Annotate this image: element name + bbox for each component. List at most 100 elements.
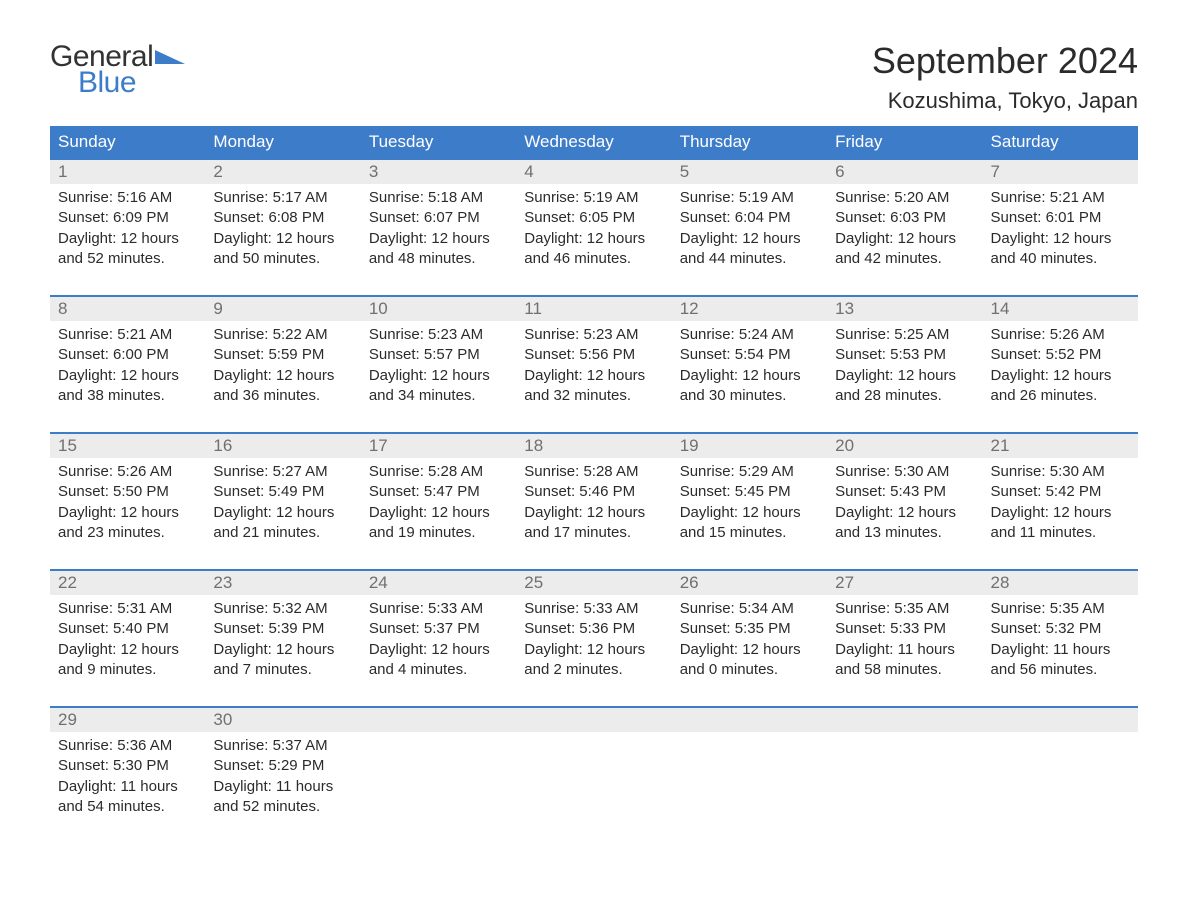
sunrise-text: Sunrise: 5:26 AM: [58, 462, 197, 482]
sunset-text: Sunset: 5:46 PM: [524, 482, 663, 502]
day-number: 15: [50, 434, 205, 458]
data-row: Sunrise: 5:21 AMSunset: 6:00 PMDaylight:…: [50, 321, 1138, 410]
day-number: 1: [50, 160, 205, 184]
sunrise-text: Sunrise: 5:31 AM: [58, 599, 197, 619]
sunrise-text: Sunrise: 5:16 AM: [58, 188, 197, 208]
dl1-text: Daylight: 12 hours: [680, 366, 819, 386]
dl2-text: and 30 minutes.: [680, 386, 819, 406]
daynum-row: 891011121314: [50, 295, 1138, 321]
dl1-text: Daylight: 12 hours: [213, 640, 352, 660]
day-cell: Sunrise: 5:19 AMSunset: 6:04 PMDaylight:…: [672, 184, 827, 273]
day-number: 21: [983, 434, 1138, 458]
day-number: 16: [205, 434, 360, 458]
sunset-text: Sunset: 6:03 PM: [835, 208, 974, 228]
sunset-text: Sunset: 5:53 PM: [835, 345, 974, 365]
logo: General Blue: [50, 40, 185, 100]
sunset-text: Sunset: 5:30 PM: [58, 756, 197, 776]
sunset-text: Sunset: 5:33 PM: [835, 619, 974, 639]
dl2-text: and 17 minutes.: [524, 523, 663, 543]
dl1-text: Daylight: 12 hours: [213, 229, 352, 249]
day-cell: Sunrise: 5:19 AMSunset: 6:05 PMDaylight:…: [516, 184, 671, 273]
sunset-text: Sunset: 6:08 PM: [213, 208, 352, 228]
day-number: 17: [361, 434, 516, 458]
sunrise-text: Sunrise: 5:28 AM: [369, 462, 508, 482]
day-number: 9: [205, 297, 360, 321]
day-number: 30: [205, 708, 360, 732]
day-number: [516, 708, 671, 732]
day-cell: [516, 732, 671, 821]
dl1-text: Daylight: 11 hours: [835, 640, 974, 660]
sunset-text: Sunset: 5:39 PM: [213, 619, 352, 639]
dl1-text: Daylight: 12 hours: [213, 366, 352, 386]
day-cell: Sunrise: 5:17 AMSunset: 6:08 PMDaylight:…: [205, 184, 360, 273]
day-cell: Sunrise: 5:16 AMSunset: 6:09 PMDaylight:…: [50, 184, 205, 273]
day-number: 8: [50, 297, 205, 321]
dl1-text: Daylight: 12 hours: [680, 640, 819, 660]
sunset-text: Sunset: 5:32 PM: [991, 619, 1130, 639]
day-number: [361, 708, 516, 732]
sunrise-text: Sunrise: 5:19 AM: [680, 188, 819, 208]
dl1-text: Daylight: 11 hours: [991, 640, 1130, 660]
day-number: 14: [983, 297, 1138, 321]
sunset-text: Sunset: 5:52 PM: [991, 345, 1130, 365]
day-cell: Sunrise: 5:21 AMSunset: 6:00 PMDaylight:…: [50, 321, 205, 410]
week: 15161718192021Sunrise: 5:26 AMSunset: 5:…: [50, 432, 1138, 547]
day-number: 22: [50, 571, 205, 595]
day-number: 11: [516, 297, 671, 321]
calendar: Sunday Monday Tuesday Wednesday Thursday…: [50, 126, 1138, 821]
logo-text-blue: Blue: [78, 66, 185, 100]
dl2-text: and 9 minutes.: [58, 660, 197, 680]
sunrise-text: Sunrise: 5:22 AM: [213, 325, 352, 345]
sunrise-text: Sunrise: 5:30 AM: [991, 462, 1130, 482]
dl1-text: Daylight: 11 hours: [58, 777, 197, 797]
sunrise-text: Sunrise: 5:18 AM: [369, 188, 508, 208]
sunrise-text: Sunrise: 5:34 AM: [680, 599, 819, 619]
day-cell: Sunrise: 5:18 AMSunset: 6:07 PMDaylight:…: [361, 184, 516, 273]
dl2-text: and 38 minutes.: [58, 386, 197, 406]
dl1-text: Daylight: 12 hours: [369, 229, 508, 249]
day-cell: Sunrise: 5:35 AMSunset: 5:32 PMDaylight:…: [983, 595, 1138, 684]
sunset-text: Sunset: 5:59 PM: [213, 345, 352, 365]
day-cell: Sunrise: 5:23 AMSunset: 5:56 PMDaylight:…: [516, 321, 671, 410]
dl1-text: Daylight: 11 hours: [213, 777, 352, 797]
dl2-text: and 32 minutes.: [524, 386, 663, 406]
sunrise-text: Sunrise: 5:20 AM: [835, 188, 974, 208]
dl2-text: and 26 minutes.: [991, 386, 1130, 406]
sunset-text: Sunset: 6:04 PM: [680, 208, 819, 228]
dl1-text: Daylight: 12 hours: [991, 229, 1130, 249]
day-header-row: Sunday Monday Tuesday Wednesday Thursday…: [50, 126, 1138, 158]
day-header: Monday: [205, 126, 360, 158]
dl1-text: Daylight: 12 hours: [369, 640, 508, 660]
day-number: 2: [205, 160, 360, 184]
data-row: Sunrise: 5:31 AMSunset: 5:40 PMDaylight:…: [50, 595, 1138, 684]
dl2-text: and 52 minutes.: [213, 797, 352, 817]
day-cell: Sunrise: 5:25 AMSunset: 5:53 PMDaylight:…: [827, 321, 982, 410]
day-header: Sunday: [50, 126, 205, 158]
day-number: 5: [672, 160, 827, 184]
day-number: 6: [827, 160, 982, 184]
sunset-text: Sunset: 6:09 PM: [58, 208, 197, 228]
week: 2930Sunrise: 5:36 AMSunset: 5:30 PMDayli…: [50, 706, 1138, 821]
dl1-text: Daylight: 12 hours: [369, 366, 508, 386]
day-cell: Sunrise: 5:20 AMSunset: 6:03 PMDaylight:…: [827, 184, 982, 273]
sunrise-text: Sunrise: 5:28 AM: [524, 462, 663, 482]
dl2-text: and 7 minutes.: [213, 660, 352, 680]
dl1-text: Daylight: 12 hours: [991, 366, 1130, 386]
sunrise-text: Sunrise: 5:32 AM: [213, 599, 352, 619]
dl1-text: Daylight: 12 hours: [369, 503, 508, 523]
sunset-text: Sunset: 5:50 PM: [58, 482, 197, 502]
sunset-text: Sunset: 6:01 PM: [991, 208, 1130, 228]
dl1-text: Daylight: 12 hours: [991, 503, 1130, 523]
dl1-text: Daylight: 12 hours: [524, 503, 663, 523]
dl2-text: and 11 minutes.: [991, 523, 1130, 543]
dl2-text: and 13 minutes.: [835, 523, 974, 543]
dl2-text: and 4 minutes.: [369, 660, 508, 680]
sunrise-text: Sunrise: 5:24 AM: [680, 325, 819, 345]
day-header: Wednesday: [516, 126, 671, 158]
day-number: [672, 708, 827, 732]
dl2-text: and 23 minutes.: [58, 523, 197, 543]
sunrise-text: Sunrise: 5:17 AM: [213, 188, 352, 208]
dl2-text: and 0 minutes.: [680, 660, 819, 680]
dl1-text: Daylight: 12 hours: [58, 640, 197, 660]
dl2-text: and 21 minutes.: [213, 523, 352, 543]
